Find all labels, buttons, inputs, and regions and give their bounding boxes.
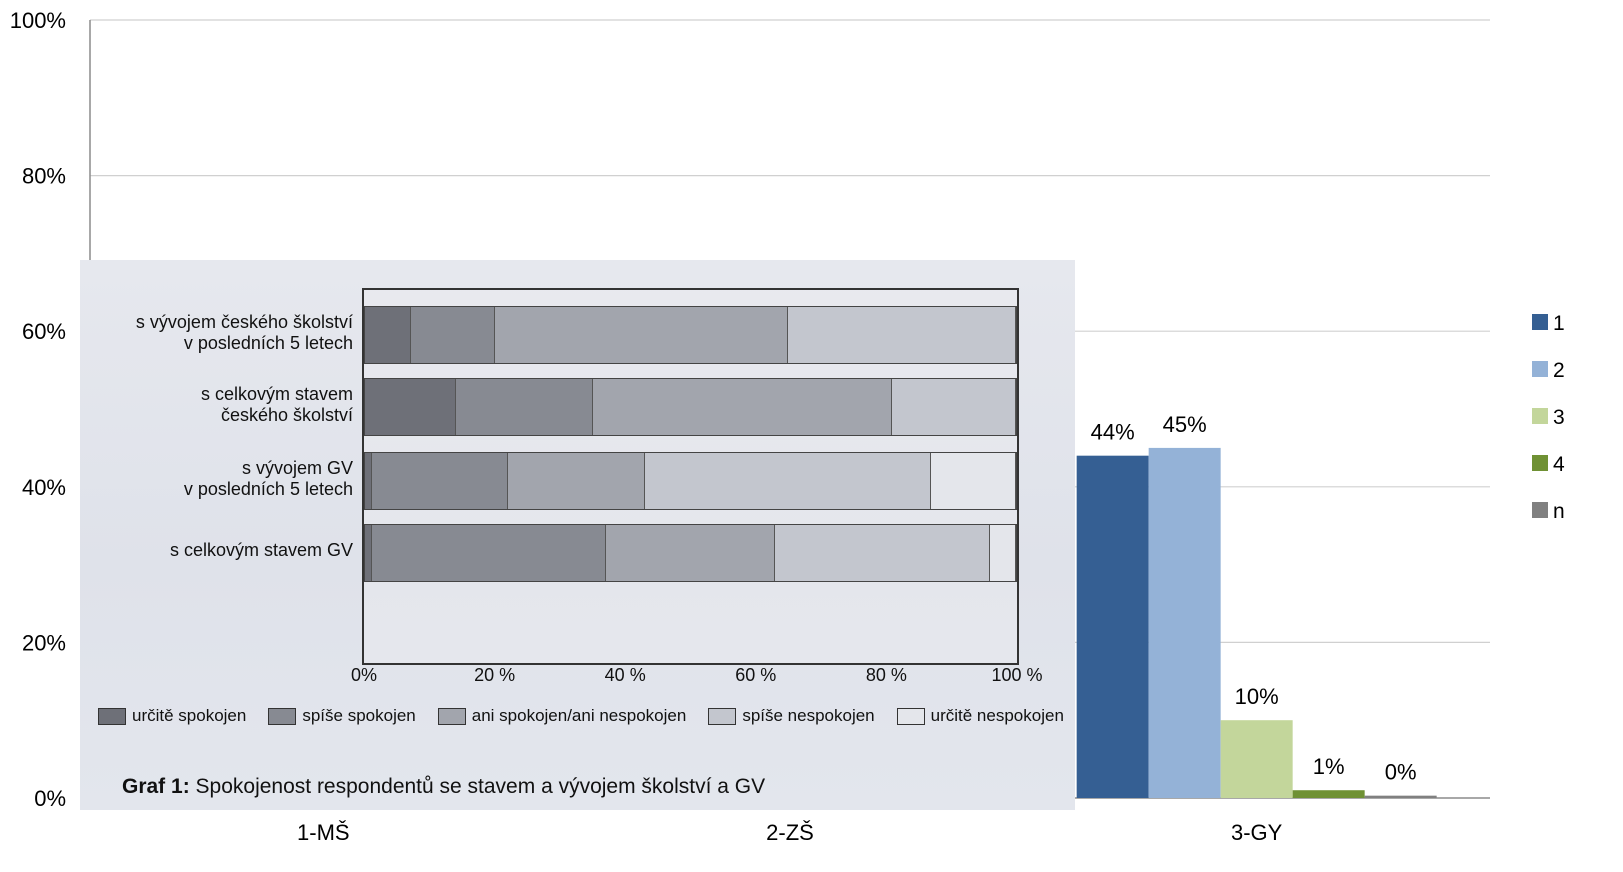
embedded-legend-swatch (268, 707, 297, 725)
legend-swatch (1532, 314, 1548, 330)
embedded-bar-segment (989, 525, 1016, 581)
data-label: 0% (1385, 760, 1417, 785)
y-tick-label: 80% (22, 164, 66, 189)
embedded-stacked-bar (364, 452, 1017, 510)
caption-text: Spokojenost respondentů se stavem a vývo… (189, 775, 766, 798)
embedded-legend-item: určitě nespokojen (896, 706, 1064, 726)
bar-3 (1220, 720, 1293, 798)
embedded-bar-segment (592, 379, 893, 435)
legend-swatch (1532, 361, 1548, 377)
embedded-stacked-bar (364, 378, 1017, 436)
embedded-bar-segment (365, 525, 372, 581)
embedded-x-tick: 0% (350, 665, 378, 685)
y-tick-label: 20% (22, 630, 66, 655)
embedded-legend-swatch (896, 707, 925, 725)
embedded-legend-item: ani spokojen/ani nespokojen (437, 706, 687, 726)
embedded-legend-label: ani spokojen/ani nespokojen (471, 706, 687, 725)
legend: 1 2 3 4 n (1532, 312, 1565, 523)
embedded-row-label: s vývojem GV v posledních 5 letech (184, 458, 353, 500)
bars (1076, 447, 1437, 798)
category-label: 1-MŠ (297, 820, 350, 845)
embedded-legend-item: určitě spokojen (98, 706, 246, 726)
data-label: 10% (1235, 684, 1279, 709)
embedded-row-label: s vývojem českého školství v posledních 5… (136, 312, 353, 354)
embedded-bar-segment (508, 453, 645, 509)
legend-swatch (1532, 455, 1548, 471)
embedded-bar-segment (892, 379, 1016, 435)
embedded-row-label-line: v posledních 5 letech (183, 333, 353, 353)
data-label: 1% (1313, 754, 1345, 779)
embedded-x-tick: 80 % (865, 665, 907, 685)
y-tick-label: 40% (22, 475, 66, 500)
legend-label: 2 (1553, 359, 1565, 382)
data-label: 45% (1163, 412, 1207, 437)
bar-n (1364, 795, 1437, 798)
embedded-row-label-line: s vývojem českého školství (135, 312, 353, 332)
embedded-bar-segment (775, 525, 990, 581)
legend-swatch (1532, 408, 1548, 424)
embedded-stacked-bar (364, 524, 1017, 582)
legend-label: n (1553, 500, 1565, 523)
category-label: 2-ZŠ (766, 820, 814, 845)
embedded-bar-segment (410, 307, 496, 363)
embedded-row-label: s celkovým stavem českého školství (201, 384, 353, 426)
embedded-bar-segment (365, 453, 372, 509)
embedded-bar-segment (495, 307, 789, 363)
embedded-legend-swatch (98, 707, 126, 725)
embedded-row-label-line: s celkovým stavem (200, 384, 353, 404)
embedded-row-label-line: s vývojem GV (241, 458, 353, 478)
bar-4 (1292, 790, 1365, 798)
embedded-bar-segment (365, 379, 457, 435)
bar-1 (1076, 455, 1149, 798)
y-tick-label: 100% (10, 8, 66, 33)
data-label: 44% (1091, 420, 1135, 445)
caption-number: Graf 1: (122, 775, 190, 798)
embedded-legend-item: spíše spokojen (268, 706, 416, 726)
embedded-row-label-line: českého školství (220, 405, 353, 425)
legend-label: 3 (1553, 406, 1565, 429)
legend-swatch (1532, 502, 1548, 518)
y-tick-label: 0% (34, 786, 66, 811)
embedded-x-tick: 40 % (604, 665, 646, 685)
embedded-row-label-line: v posledních 5 letech (183, 479, 353, 499)
y-tick-labels: 0% 20% 40% 60% 80% 100% (10, 8, 66, 811)
bar-2 (1148, 447, 1221, 798)
embedded-row-label: s celkovým stavem GV (170, 540, 353, 561)
embedded-legend-label: spíše spokojen (302, 706, 416, 725)
embedded-x-tick: 60 % (735, 665, 777, 685)
embedded-legend-label: spíše nespokojen (742, 706, 875, 725)
embedded-bar-segment (788, 307, 1016, 363)
embedded-row-label-line: s celkovým stavem GV (169, 540, 353, 560)
embedded-bar-segment (371, 525, 606, 581)
legend-label: 4 (1553, 453, 1565, 476)
embedded-bar-segment (456, 379, 593, 435)
legend-label: 1 (1553, 312, 1565, 335)
figure-caption: Graf 1: Spokojenost respondentů se stave… (122, 775, 765, 799)
embedded-bar-segment (371, 453, 509, 509)
embedded-legend-swatch (708, 707, 737, 725)
embedded-bar-segment (605, 525, 776, 581)
category-labels: 1-MŠ 2-ZŠ 3-GY (297, 820, 1283, 845)
embedded-legend-label: určitě nespokojen (930, 706, 1064, 725)
embedded-legend: určitě spokojen spíše spokojen ani spokoje… (98, 706, 1064, 726)
y-tick-label: 60% (22, 319, 66, 344)
embedded-bar-segment (931, 453, 1016, 509)
embedded-bar-segment (644, 453, 932, 509)
embedded-x-tick: 20 % (474, 665, 516, 685)
embedded-x-tick: 100 % (991, 665, 1043, 685)
embedded-figure: s vývojem českého školství v posledních 5… (80, 260, 1075, 810)
data-labels: 44% 45% 10% 1% 0% (1091, 412, 1417, 785)
category-label: 3-GY (1231, 820, 1283, 845)
embedded-legend-item: spíše nespokojen (708, 706, 875, 726)
embedded-bar-segment (365, 307, 411, 363)
embedded-stacked-bar (364, 306, 1017, 364)
embedded-legend-swatch (437, 707, 466, 725)
embedded-legend-label: určitě spokojen (132, 706, 247, 725)
